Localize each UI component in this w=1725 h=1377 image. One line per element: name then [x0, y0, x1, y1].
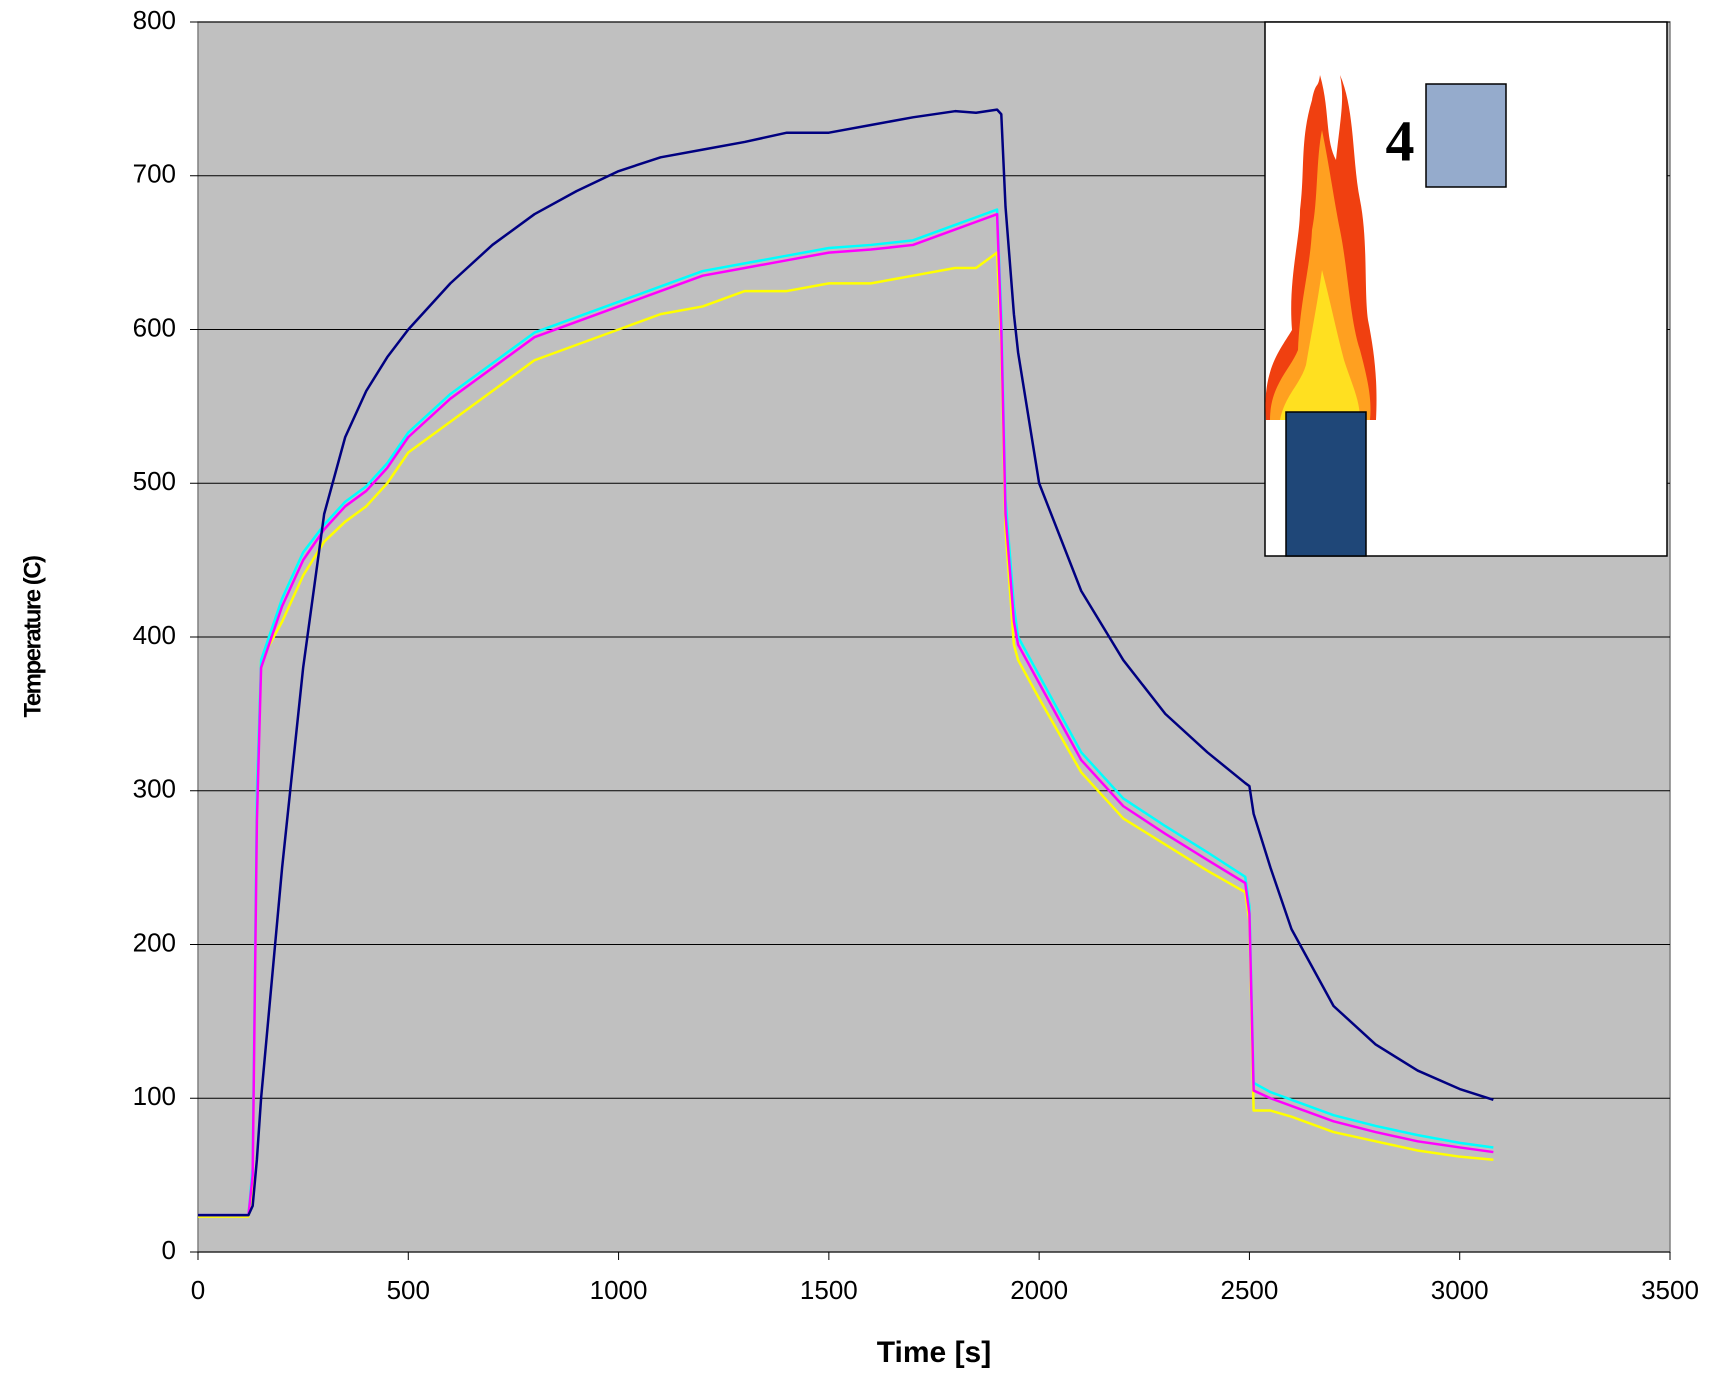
x-tick-label: 3000: [1431, 1275, 1489, 1305]
x-tick-label: 2000: [1010, 1275, 1068, 1305]
y-tick-label: 800: [133, 5, 176, 35]
x-tick-label: 2500: [1221, 1275, 1279, 1305]
burner: [1285, 411, 1367, 557]
y-axis-title: Temperature (C): [19, 556, 46, 718]
sensor-box: [1425, 83, 1507, 188]
inset: 4: [1264, 21, 1668, 557]
y-tick-label: 300: [133, 774, 176, 804]
y-tick-label: 600: [133, 312, 176, 342]
annotation: 4: [1386, 108, 1415, 173]
x-axis-title: Time [s]: [877, 1336, 991, 1369]
x-tick-label: 500: [387, 1275, 430, 1305]
x-tick-label: 0: [191, 1275, 205, 1305]
y-tick-label: 200: [133, 927, 176, 957]
y-tick-label: 100: [133, 1081, 176, 1111]
x-tick-label: 1500: [800, 1275, 858, 1305]
series-line: [198, 212, 1494, 1217]
series-line: [198, 108, 1494, 1217]
flame: [1270, 130, 1371, 420]
x-tick-label: 3500: [1641, 1275, 1699, 1305]
y-tick-label: 700: [133, 159, 176, 189]
flame: [1280, 270, 1360, 420]
y-tick-label: 400: [133, 620, 176, 650]
y-tick-label: 500: [133, 466, 176, 496]
x-tick-label: 1000: [590, 1275, 648, 1305]
y-tick-label: 0: [162, 1235, 176, 1265]
